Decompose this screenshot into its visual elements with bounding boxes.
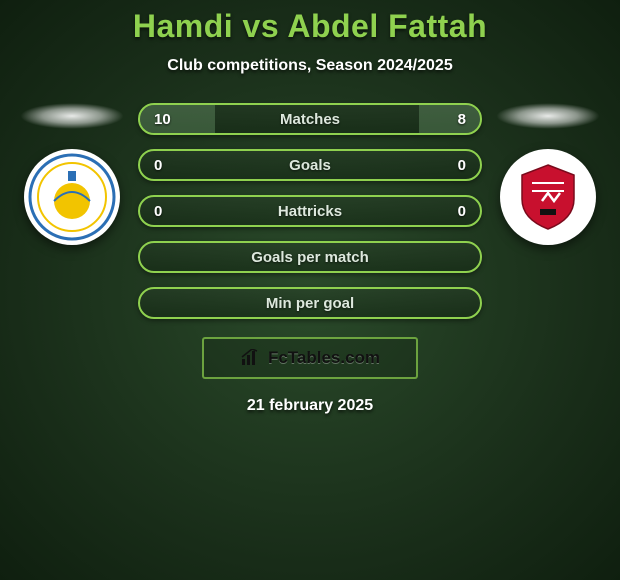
stat-fill-right — [419, 105, 480, 133]
stat-right-value: 8 — [458, 111, 466, 128]
page-subtitle: Club competitions, Season 2024/2025 — [0, 57, 620, 75]
comparison-card: Hamdi vs Abdel Fattah Club competitions,… — [0, 0, 620, 415]
stat-row-mpg: Min per goal — [138, 287, 482, 319]
alahly-crest-icon — [504, 153, 592, 241]
spotlight-right — [496, 103, 600, 129]
comparison-row: 10 Matches 8 0 Goals 0 0 Hattricks 0 — [0, 103, 620, 319]
footer-date: 21 february 2025 — [0, 397, 620, 415]
stat-left-value: 10 — [154, 111, 171, 128]
stat-fill-left — [140, 105, 215, 133]
brand-box[interactable]: FcTables.com — [202, 337, 418, 379]
stat-label: Matches — [280, 111, 340, 128]
left-club-column — [20, 103, 124, 245]
stat-left-value: 0 — [154, 203, 162, 220]
stats-column: 10 Matches 8 0 Goals 0 0 Hattricks 0 — [138, 103, 482, 319]
ismaily-crest-icon — [28, 153, 116, 241]
brand-label: FcTables.com — [268, 348, 380, 368]
stat-right-value: 0 — [458, 203, 466, 220]
left-club-logo — [24, 149, 120, 245]
stat-left-value: 0 — [154, 157, 162, 174]
stat-right-value: 0 — [458, 157, 466, 174]
stat-label: Min per goal — [266, 295, 354, 312]
bar-chart-icon — [240, 349, 262, 367]
stat-row-gpm: Goals per match — [138, 241, 482, 273]
right-club-column — [496, 103, 600, 245]
stat-row-hattricks: 0 Hattricks 0 — [138, 195, 482, 227]
stat-label: Goals per match — [251, 249, 369, 266]
stat-row-matches: 10 Matches 8 — [138, 103, 482, 135]
spotlight-left — [20, 103, 124, 129]
right-club-logo — [500, 149, 596, 245]
stat-row-goals: 0 Goals 0 — [138, 149, 482, 181]
page-title: Hamdi vs Abdel Fattah — [0, 8, 620, 45]
stat-label: Goals — [289, 157, 331, 174]
stat-label: Hattricks — [278, 203, 342, 220]
